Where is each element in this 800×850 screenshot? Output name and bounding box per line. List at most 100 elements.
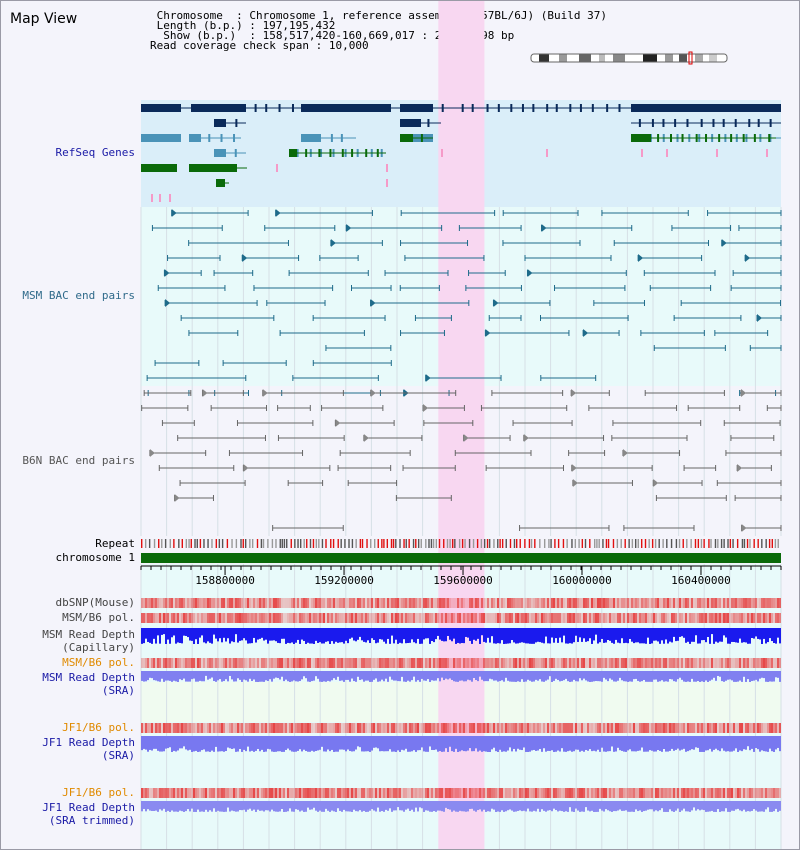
jf1-depth-trimmed-bar [639,801,641,811]
jf1-b6-pol-heat [679,788,681,798]
repeat-element [242,539,244,548]
msm-depth-capillary-bar [289,628,291,644]
dbsnp-heat [575,598,577,608]
msm-b6-pol-heat [757,613,759,623]
jf1-b6-pol-heat [583,723,585,733]
msm-b6-pol-heat [597,613,599,623]
jf1-b6-pol-heat [169,788,171,798]
repeat-element [169,539,172,548]
jf1-b6-pol-heat [475,723,477,733]
msm-depth-capillary-bar [241,628,243,641]
dbsnp-heat [775,598,777,608]
msm-b6-pol-heat [419,658,421,668]
jf1-depth-trimmed-bar [745,801,747,812]
jf1-b6-pol-heat [667,723,669,733]
jf1-b6-pol-heat [553,788,555,798]
msm-b6-pol-heat [475,658,477,668]
jf1-b6-pol-heat [655,723,657,733]
jf1-depth-trimmed-bar [177,801,179,812]
gene-exon [651,119,654,127]
jf1-depth-trimmed-bar [301,801,303,811]
jf1-b6-pol-heat [503,788,505,798]
msm-b6-pol-heat [563,613,565,623]
jf1-depth-trimmed-bar [231,801,233,811]
dbsnp-heat [451,598,453,608]
jf1-depth-trimmed-bar [769,801,771,812]
jf1-b6-pol-heat [527,788,529,798]
jf1-depth-sra-bar [571,736,573,752]
jf1-depth-trimmed-bar [457,801,459,812]
msm-b6-pol-heat [617,658,619,668]
jf1-b6-pol-heat [343,723,345,733]
jf1-b6-pol-heat [425,788,427,798]
dbsnp-heat [505,598,507,608]
msm-b6-pol-heat [373,613,375,623]
repeat-element [420,539,422,548]
gene-exon [722,119,725,127]
msm-b6-pol-heat [577,658,579,668]
dbsnp-heat [677,598,679,608]
jf1-depth-trimmed-bar [405,801,407,810]
msm-depth-sra-bar [421,671,423,679]
jf1-depth-trimmed-bar [291,801,293,812]
jf1-b6-pol-heat [439,723,441,733]
jf1-b6-pol-heat [735,788,737,798]
msm-b6-pol-heat [705,658,707,668]
jf1-depth-trimmed-bar [647,801,649,810]
jf1-depth-trimmed-bar [411,801,413,810]
msm-b6-pol-heat [243,613,245,623]
msm-depth-capillary-bar [147,628,149,642]
jf1-depth-sra-bar [199,736,201,752]
jf1-depth-trimmed-bar [681,801,683,811]
dbsnp-heat [239,598,241,608]
msm-b6-pol-heat [239,613,241,623]
ideogram-band [579,54,591,62]
b6n-bac-arrow [243,464,249,472]
msm-depth-capillary-bar [539,628,541,643]
jf1-b6-pol-heat [429,788,431,798]
dbsnp-heat [711,598,713,608]
jf1-b6-pol-heat [291,788,293,798]
repeat-element [262,539,265,548]
msm-depth-capillary-bar [667,628,669,644]
dbsnp-heat [655,598,657,608]
jf1-depth-sra-bar [577,736,579,750]
msm-depth-capillary-bar [329,628,331,644]
jf1-b6-pol-heat [693,723,695,733]
msm-depth-capillary-bar [409,628,411,643]
jf1-b6-pol-heat [229,788,231,798]
dbsnp-heat [453,598,455,608]
jf1-depth-sra-bar [683,736,685,749]
jf1-depth-sra-bar [667,736,669,752]
jf1-b6-pol-heat [217,788,219,798]
dbsnp-heat [605,598,607,608]
jf1-b6-pol-heat [291,723,293,733]
msm-depth-sra-bar [219,671,221,680]
dbsnp-heat [769,598,771,608]
jf1-depth-sra-label-1: JF1 Read Depth [42,736,135,749]
msm-b6-pol-heat [219,613,221,623]
jf1-depth-sra-bar [161,736,163,752]
repeat-element [612,539,615,548]
msm-b6-pol-heat [227,658,229,668]
jf1-depth-trimmed-bar [251,801,253,811]
jf1-depth-sra-bar [463,736,465,752]
msm-depth-sra-bar [175,671,177,682]
b6n-bac-arrow [463,434,469,442]
dbsnp-heat [523,598,525,608]
jf1-b6-pol-heat [433,788,435,798]
jf1-b6-pol-heat [567,723,569,733]
jf1-depth-sra-bar [585,736,587,750]
repeat-element [584,539,587,548]
dbsnp-heat [337,598,339,608]
msm-depth-sra-bar [573,671,575,680]
jf1-depth-trimmed-bar [369,801,371,811]
gene-exon [141,104,181,112]
jf1-b6-pol-heat [465,723,467,733]
msm-b6-pol-heat [309,658,311,668]
msm-b6-pol-heat [677,658,679,668]
jf1-b6-pol-heat [547,788,549,798]
msm-depth-sra-bar [533,671,535,682]
dbsnp-heat [447,598,449,608]
